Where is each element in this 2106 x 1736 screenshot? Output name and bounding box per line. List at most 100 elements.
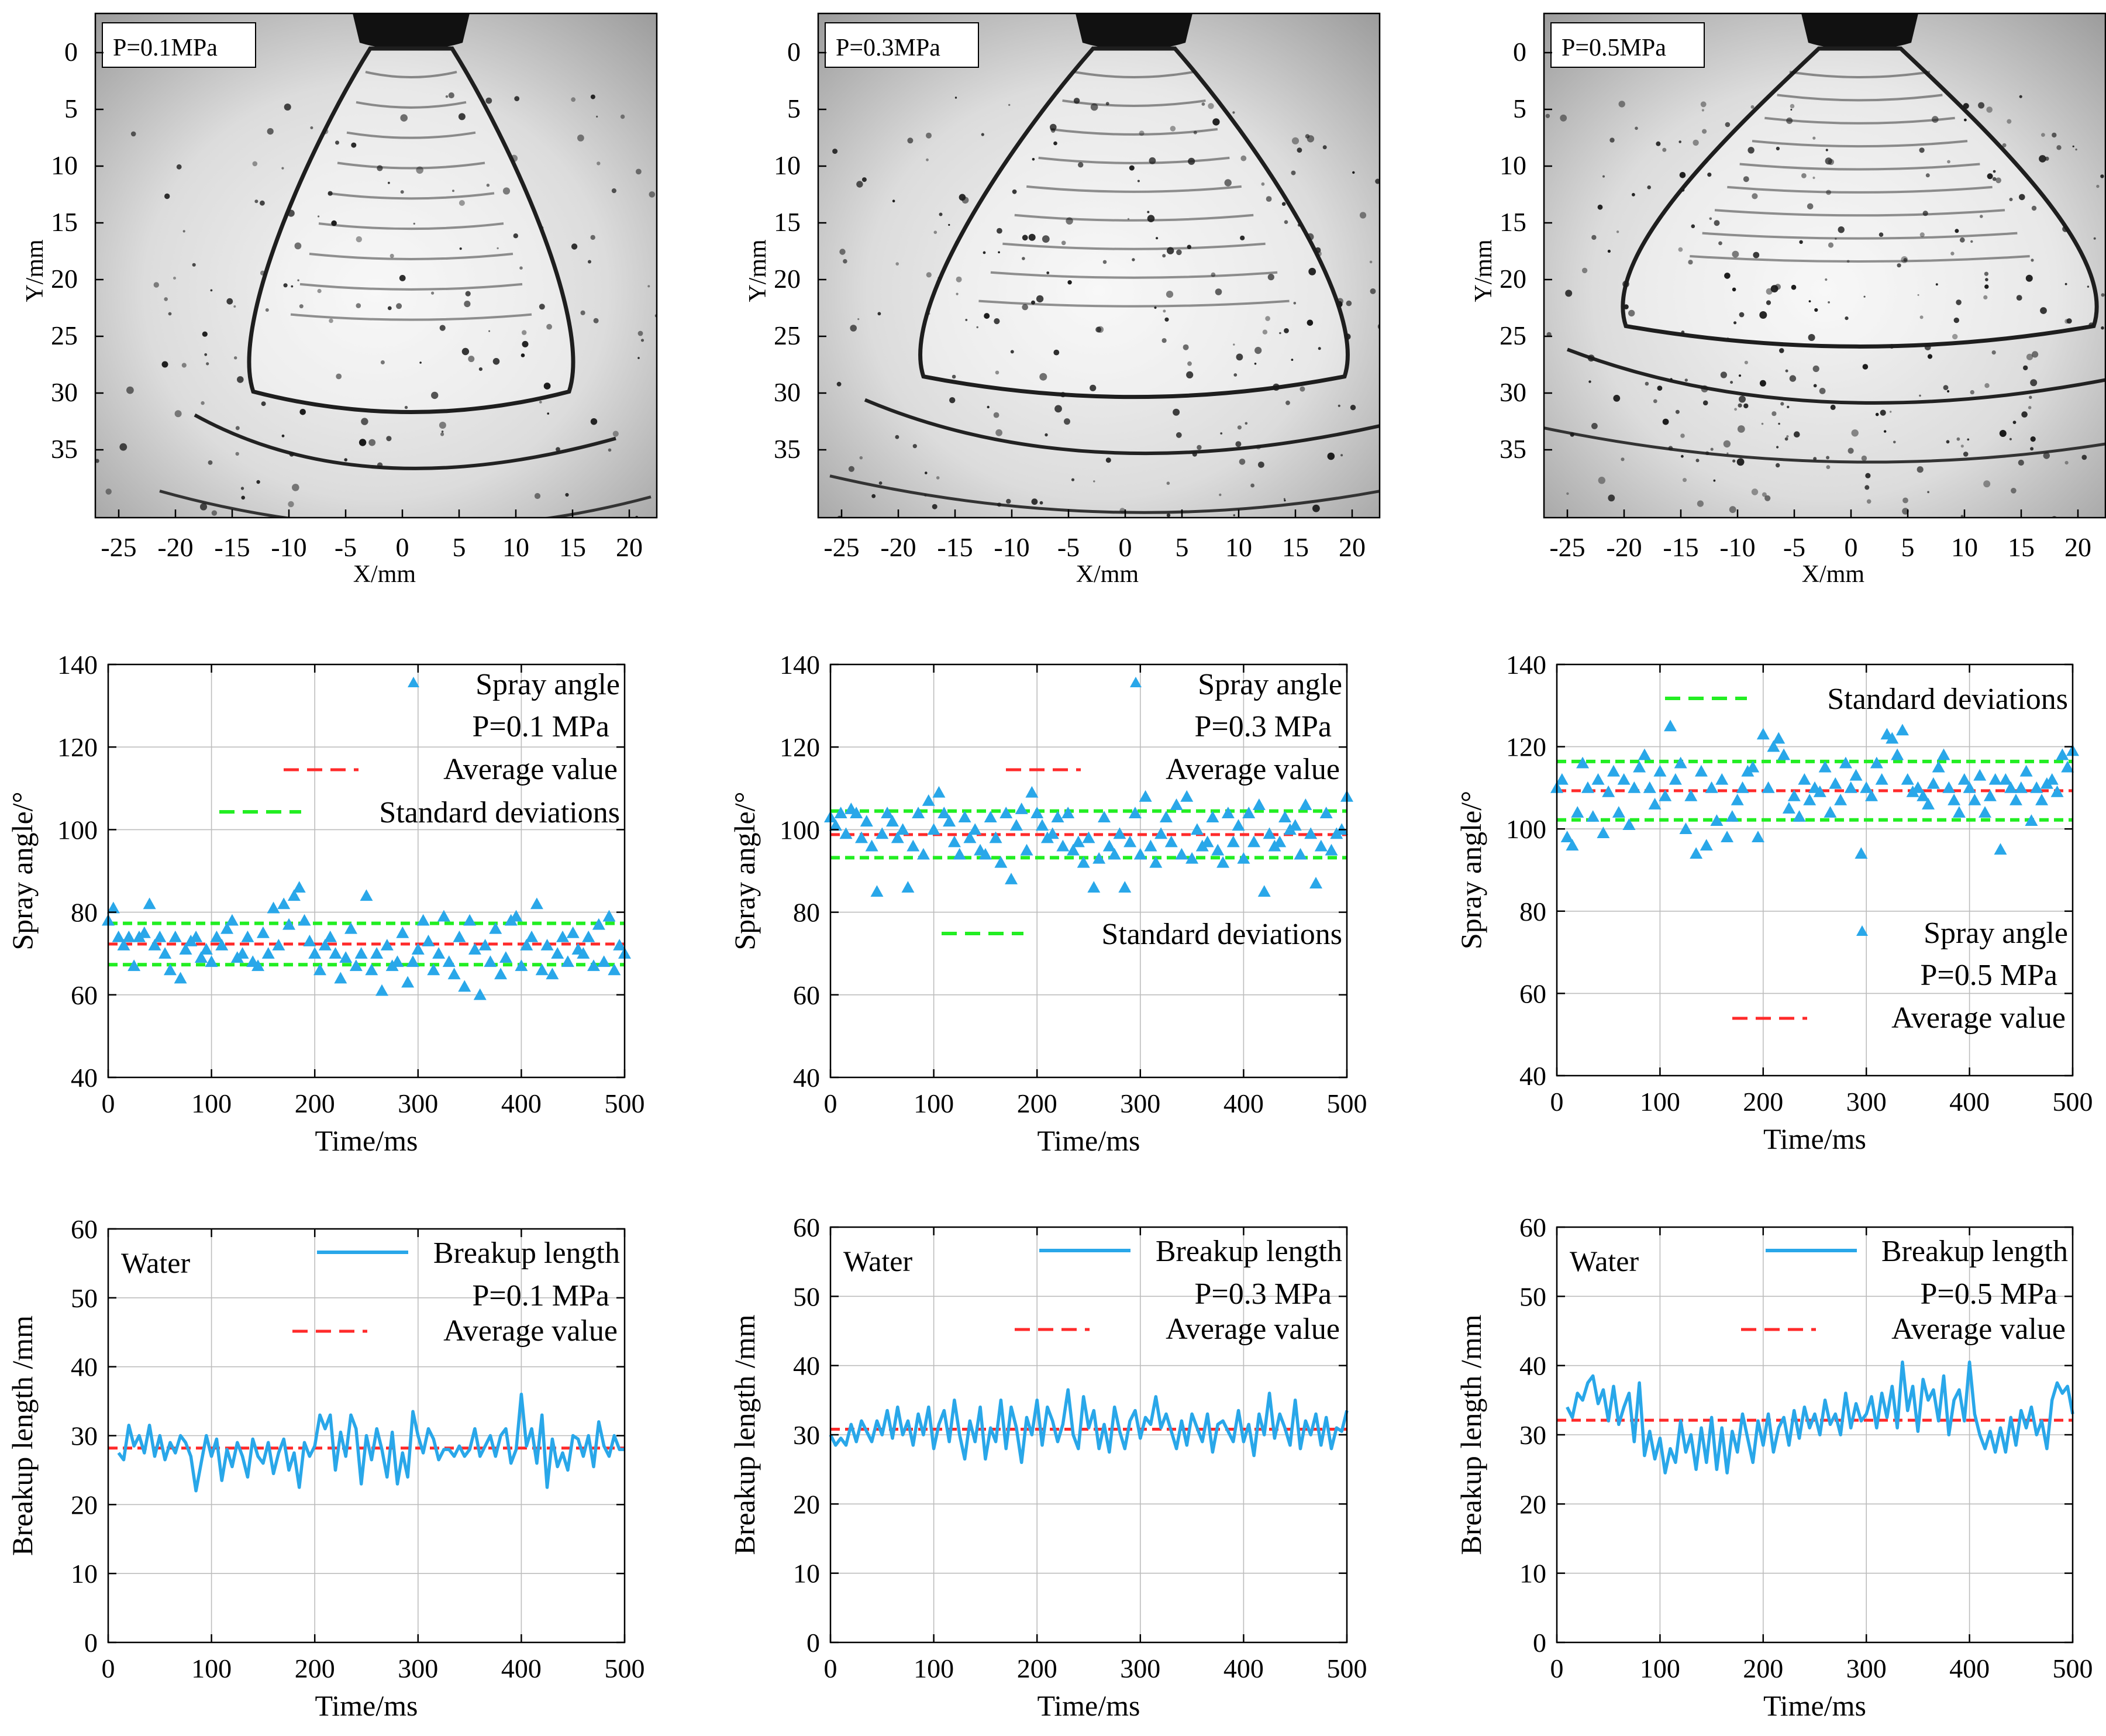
y-tick-label: 60 [71, 1214, 98, 1244]
spray-droplet [1183, 344, 1189, 350]
spray-droplet [1170, 126, 1176, 132]
x-tick-label: -10 [271, 532, 306, 562]
scatter-point [298, 914, 311, 926]
spray-droplet [704, 154, 706, 157]
spray-droplet [2021, 411, 2028, 418]
spray-droplet [161, 361, 168, 368]
y-tick-label: 0 [787, 37, 801, 67]
scatter-point [1777, 748, 1791, 760]
scatter-point [2025, 814, 2038, 826]
spray-droplet [2007, 119, 2012, 124]
scatter-point [1154, 827, 1168, 839]
spray-droplet [126, 386, 134, 394]
spray-droplet [210, 289, 213, 292]
sheet-ripple [290, 313, 532, 321]
spray-droplet [468, 356, 475, 363]
spray-droplet [1657, 385, 1663, 391]
sheet-ripple [328, 192, 495, 200]
spray-droplet [687, 111, 688, 113]
y-axis-label: Y/mm [22, 239, 49, 302]
scatter-point [1294, 848, 1307, 860]
spray-droplet [672, 402, 678, 409]
spray-droplet [1645, 381, 1649, 386]
scatter-point [1932, 760, 1945, 773]
scatter-point [1948, 793, 1961, 805]
spray-droplet [1265, 316, 1270, 321]
spray-droplet [1208, 103, 1214, 109]
y-tick-label: 10 [71, 1559, 98, 1589]
y-tick-label: 40 [71, 1352, 98, 1382]
spray-droplet [1624, 304, 1629, 309]
y-axis-label: Spray angle/° [6, 791, 39, 950]
spray-droplet [995, 429, 1002, 436]
legend-series-label: Spray angle [1198, 668, 1342, 701]
spray-droplet [192, 263, 196, 267]
legend-series-label: Breakup length [433, 1236, 620, 1270]
spray-droplet [267, 128, 274, 135]
scatter-point [282, 918, 296, 930]
spray-droplet [356, 236, 362, 243]
scatter-point [453, 930, 466, 942]
spray-droplet [396, 303, 402, 309]
scatter-point [442, 955, 456, 967]
scatter-point [1705, 781, 1718, 793]
spray-droplet [966, 523, 972, 529]
spray-droplet [1956, 437, 1960, 441]
legend-series-label: Spray angle [475, 668, 620, 701]
scatter-point [540, 939, 554, 950]
spray-droplet [1999, 430, 2007, 437]
scatter-point [1612, 806, 1625, 818]
scatter-point [1762, 781, 1775, 793]
scatter-point [447, 967, 461, 980]
scatter-point [937, 807, 951, 818]
spray-droplet [1295, 530, 1297, 532]
scatter-point [829, 819, 842, 831]
scatter-point [256, 926, 270, 938]
spray-droplet [1828, 301, 1830, 304]
spray-droplet [1846, 260, 1850, 263]
spray-droplet [1729, 506, 1736, 514]
scatter-point [411, 943, 425, 955]
spray-droplet [1297, 147, 1302, 153]
spray-droplet [1865, 473, 1871, 478]
scatter-point [1566, 839, 1579, 851]
spray-droplet [336, 373, 342, 380]
scatter-point [1133, 848, 1147, 860]
spray-droplet [1738, 403, 1742, 408]
spray-droplet [1291, 170, 1296, 175]
scatter-point [1025, 786, 1039, 798]
spray-droplet [513, 233, 518, 239]
photo-title-box [1550, 22, 1705, 68]
spray-droplet [204, 353, 208, 356]
spray-droplet [1256, 445, 1261, 450]
spray-droplet [1598, 477, 1605, 484]
spray-droplet [514, 96, 520, 102]
spray-droplet [1008, 524, 1012, 529]
spray-droplet [173, 277, 176, 280]
spray-droplet [254, 199, 258, 204]
spray-droplet [1293, 302, 1297, 305]
x-tick-label: -10 [1719, 532, 1755, 562]
spray-droplet [620, 114, 625, 119]
photo-title: P=0.3MPa [836, 35, 940, 61]
spray-droplet [1984, 284, 1989, 289]
scatter-point [251, 959, 265, 972]
spray-droplet [1420, 239, 1424, 243]
scatter-point [602, 910, 616, 922]
spray-droplet [1139, 542, 1143, 546]
x-axis-label: X/mm [1076, 561, 1139, 588]
scatter-point [406, 955, 419, 967]
spray-droplet [1616, 230, 1619, 233]
spray-droplet [1679, 172, 1686, 178]
spray-droplet [318, 215, 320, 218]
scatter-point [112, 930, 125, 942]
scatter-point [1700, 839, 1713, 851]
scatter-point [1092, 852, 1106, 864]
spray-droplet [310, 126, 313, 129]
scatter-point [1917, 789, 1930, 801]
spray-droplet [368, 439, 376, 446]
spray-droplet [1154, 306, 1157, 309]
sheet-ripple [990, 271, 1278, 279]
x-tick-label: -20 [157, 532, 193, 562]
scatter-point [1278, 811, 1292, 823]
